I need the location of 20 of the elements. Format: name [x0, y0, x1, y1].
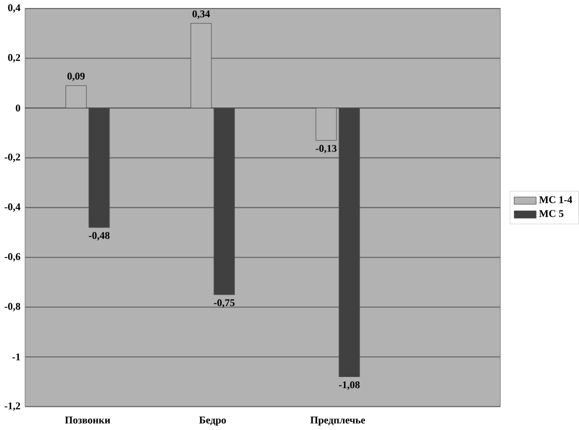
y-tick-label: -1	[12, 354, 20, 360]
x-tick-label: Предплечье	[310, 416, 366, 426]
data-label: -1,08	[338, 381, 360, 390]
y-tick-label: 0,2	[8, 54, 20, 63]
data-label: -0,48	[88, 232, 110, 241]
x-tick-label: Бедро	[199, 416, 226, 426]
y-tick-label: 0,4	[8, 4, 20, 13]
data-label: 0,34	[192, 10, 210, 19]
y-tick-label: 0	[16, 104, 20, 112]
y-tick-label: -0,2	[4, 154, 20, 162]
x-tick-label: Позвонки	[65, 416, 110, 424]
y-tick-label: -0,4	[4, 203, 20, 212]
data-label: 0,09	[67, 72, 85, 82]
y-tick-label: -0,8	[4, 302, 20, 312]
legend-label: МС 1-4	[539, 196, 572, 204]
data-label: -0,13	[316, 144, 337, 154]
y-tick-label: -0,6	[4, 253, 20, 262]
y-tick-label: -1,2	[4, 402, 20, 411]
legend-label: МС 5	[539, 210, 564, 218]
data-label: -0,75	[214, 299, 235, 308]
